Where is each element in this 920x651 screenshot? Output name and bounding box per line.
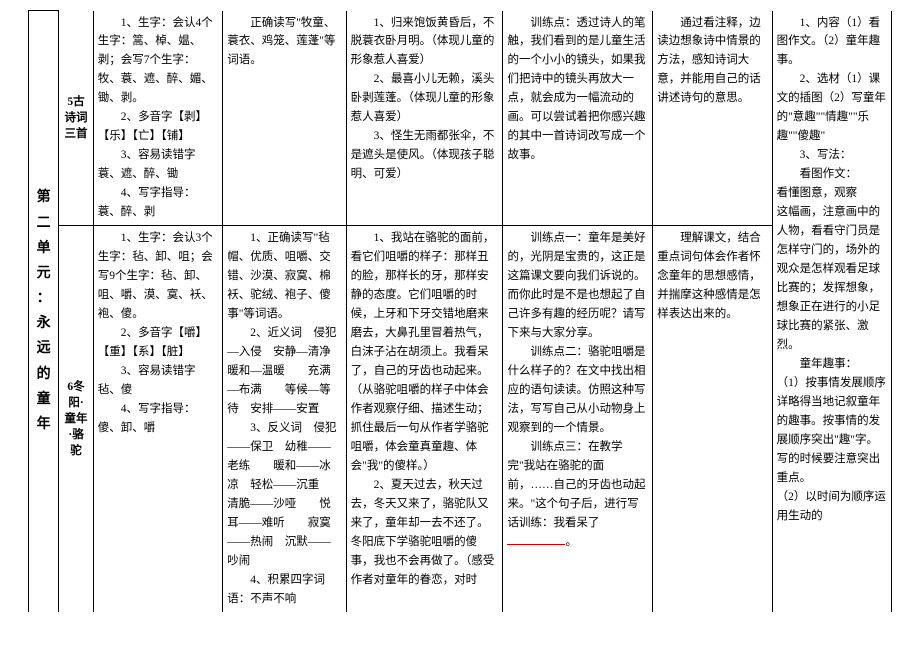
cell-training: 训练点一：童年是美好的，光阴是宝贵的，这正是这篇课文要向我们诉说的。而你此时是不…: [503, 226, 653, 612]
unit-title-cell: 第二单元：永远的童年: [29, 11, 59, 612]
cell-words: 正确读写"牧童、蓑衣、鸡笼、莲蓬"等词语。: [223, 11, 346, 226]
lesson-title-cell: 6冬阳·童年·骆驼: [59, 226, 93, 612]
cell-training: 训练点：透过诗人的笔触，我们看到的是儿童生活的一个小小的镜头，如果我们把诗中的镜…: [503, 11, 653, 226]
cell-comprehension: 通过看注释，边读边想象诗中情景的方法，感知诗词大意，并能用自己的话讲述诗句的意思…: [653, 11, 772, 226]
cell-writing: 1、内容（1）看图作文。（2）童年趣事。 2、选材（1）课文的插图（2）写童年的…: [772, 11, 891, 612]
cell-words: 1、正确读写"毡帽、优质、咀嚼、交错、沙漠、寂寞、棉袄、驼绒、袍子、傻事"等词语…: [223, 226, 346, 612]
cell-characters: 1、生字：会认4个生字：篙、棹、媪、剥；会写7个生字：牧、蓑、遮、醉、媚、锄、剥…: [93, 11, 223, 226]
unit-title: 第二单元：永远的童年: [33, 185, 54, 437]
table-row: 第二单元：永远的童年 5古诗词三首 1、生字：会认4个生字：篙、棹、媪、剥；会写…: [29, 11, 892, 226]
cell-comprehension: 理解课文，结合重点词句体会作者怀念童年的思想感情，并揣摩这种感情是怎样表达出来的…: [653, 226, 772, 612]
cell-characters: 1、生字：会认3个生字：毡、卸、咀；会写9个生字：毡、卸、咀、嚼、漠、寞、袄、袍…: [93, 226, 223, 612]
fill-blank-line: [507, 534, 565, 545]
lesson-title-cell: 5古诗词三首: [59, 11, 93, 226]
lesson-title: 6冬阳·童年·骆驼: [63, 379, 88, 459]
table-row: 6冬阳·童年·骆驼 1、生字：会认3个生字：毡、卸、咀；会写9个生字：毡、卸、咀…: [29, 226, 892, 612]
cell-sentences: 1、我站在骆驼的面前，看它们咀嚼的样子：那样丑的脸，那样长的牙，那样安静的态度。…: [346, 226, 503, 612]
lesson-plan-table: 第二单元：永远的童年 5古诗词三首 1、生字：会认4个生字：篙、棹、媪、剥；会写…: [28, 10, 892, 612]
lesson-title: 5古诗词三首: [63, 94, 88, 142]
period: 。: [565, 536, 577, 548]
cell-sentences: 1、归来饱饭黄昏后，不脱蓑衣卧月明。（体现儿童的形象惹人喜爱） 2、最喜小儿无赖…: [346, 11, 503, 226]
